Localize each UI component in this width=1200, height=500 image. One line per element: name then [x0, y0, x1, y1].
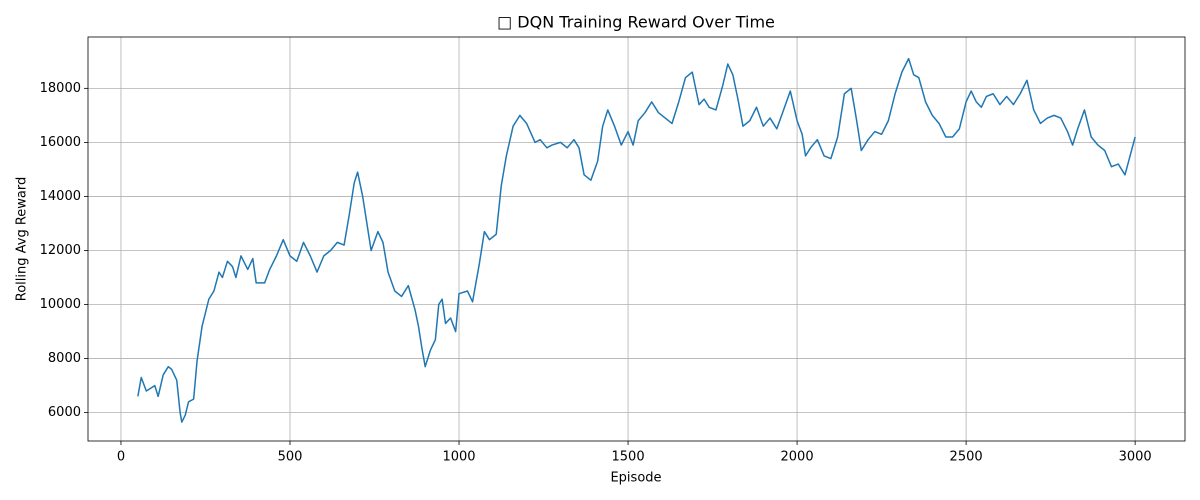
y-tick-label: 10000 — [40, 297, 81, 312]
x-tick-label: 3000 — [1119, 450, 1152, 465]
x-tick-label: 2000 — [781, 450, 814, 465]
x-tick-label: 500 — [278, 450, 303, 465]
line-series — [137, 57, 1136, 423]
y-axis-label: Rolling Avg Reward — [15, 177, 30, 301]
y-tick-label: 18000 — [40, 81, 81, 96]
x-tick-label: 1500 — [612, 450, 645, 465]
y-tick-label: 8000 — [48, 351, 81, 366]
y-tick-label: 12000 — [40, 243, 81, 258]
y-tick-label: 16000 — [40, 135, 81, 150]
plot-frame — [87, 36, 1186, 442]
x-axis-label: Episode — [610, 471, 661, 486]
x-tick-label: 1000 — [442, 450, 475, 465]
y-tick-label: 14000 — [40, 189, 81, 204]
x-tick-label: 2500 — [950, 450, 983, 465]
chart-title: □ DQN Training Reward Over Time — [497, 13, 775, 32]
y-tick-label: 6000 — [48, 405, 81, 420]
x-tick-label: 0 — [117, 450, 125, 465]
